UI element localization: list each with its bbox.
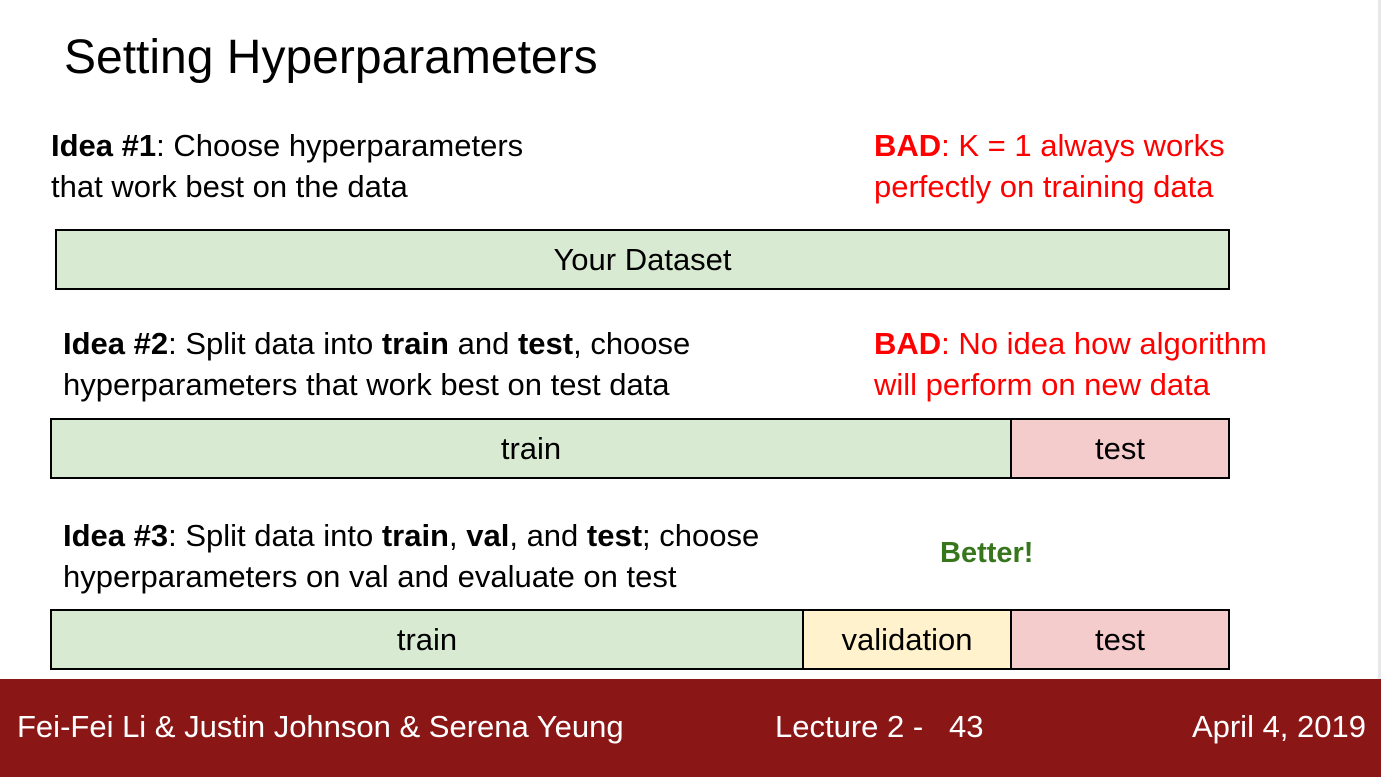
idea3-test-word: test <box>586 518 643 553</box>
idea2-verdict-label: BAD <box>874 326 942 361</box>
footer-lecture: Lecture 2 - 43 <box>775 709 984 744</box>
idea2-verdict: BAD: No idea how algorithm will perform … <box>874 323 1267 405</box>
idea1-line1: : Choose hyperparameters <box>156 128 524 163</box>
train-segment: train <box>52 420 1010 477</box>
footer-bar: Fei-Fei Li & Justin Johnson & Serena Yeu… <box>0 679 1381 777</box>
train-segment: train <box>52 611 802 668</box>
idea1-verdict-line2: perfectly on training data <box>874 169 1214 204</box>
idea1-text: Idea #1: Choose hyperparameters that wor… <box>51 125 523 207</box>
split-bar-3: train validation test <box>50 609 1230 670</box>
idea2-verdict-line1: : No idea how algorithm <box>941 326 1267 361</box>
idea3-text-part: ; choose <box>642 518 760 553</box>
idea2-text-part: and <box>449 326 518 361</box>
footer-authors: Fei-Fei Li & Justin Johnson & Serena Yeu… <box>17 709 624 744</box>
slide-title: Setting Hyperparameters <box>64 31 598 84</box>
idea2-label: Idea #2 <box>63 326 169 361</box>
idea3-val-word: val <box>466 518 510 553</box>
idea2-text: Idea #2: Split data into train and test,… <box>63 323 690 405</box>
idea1-label: Idea #1 <box>51 128 157 163</box>
slide-edge <box>1378 0 1381 679</box>
idea2-line2: hyperparameters that work best on test d… <box>63 367 670 402</box>
split-bar-2: train test <box>50 418 1230 479</box>
idea3-text-part: : Split data into <box>168 518 382 553</box>
dataset-bar: Your Dataset <box>55 229 1230 290</box>
idea2-verdict-line2: will perform on new data <box>874 367 1210 402</box>
idea3-text-part: , and <box>509 518 587 553</box>
footer-date: April 4, 2019 <box>1191 709 1366 744</box>
idea1-verdict-label: BAD <box>874 128 942 163</box>
validation-segment: validation <box>802 611 1010 668</box>
test-segment: test <box>1010 611 1228 668</box>
idea3-train-word: train <box>381 518 449 553</box>
idea3-text-part: , <box>449 518 467 553</box>
idea2-text-part: : Split data into <box>168 326 382 361</box>
idea2-train-word: train <box>381 326 449 361</box>
idea1-line2: that work best on the data <box>51 169 408 204</box>
dataset-segment: Your Dataset <box>57 231 1228 288</box>
idea1-verdict: BAD: K = 1 always works perfectly on tra… <box>874 125 1225 207</box>
idea1-verdict-line1: : K = 1 always works <box>941 128 1225 163</box>
idea2-test-word: test <box>517 326 574 361</box>
idea2-text-part: , choose <box>573 326 691 361</box>
idea3-verdict: Better! <box>940 537 1034 569</box>
idea3-line2: hyperparameters on val and evaluate on t… <box>63 559 677 594</box>
idea3-text: Idea #3: Split data into train, val, and… <box>63 515 759 597</box>
idea3-label: Idea #3 <box>63 518 169 553</box>
test-segment: test <box>1010 420 1228 477</box>
